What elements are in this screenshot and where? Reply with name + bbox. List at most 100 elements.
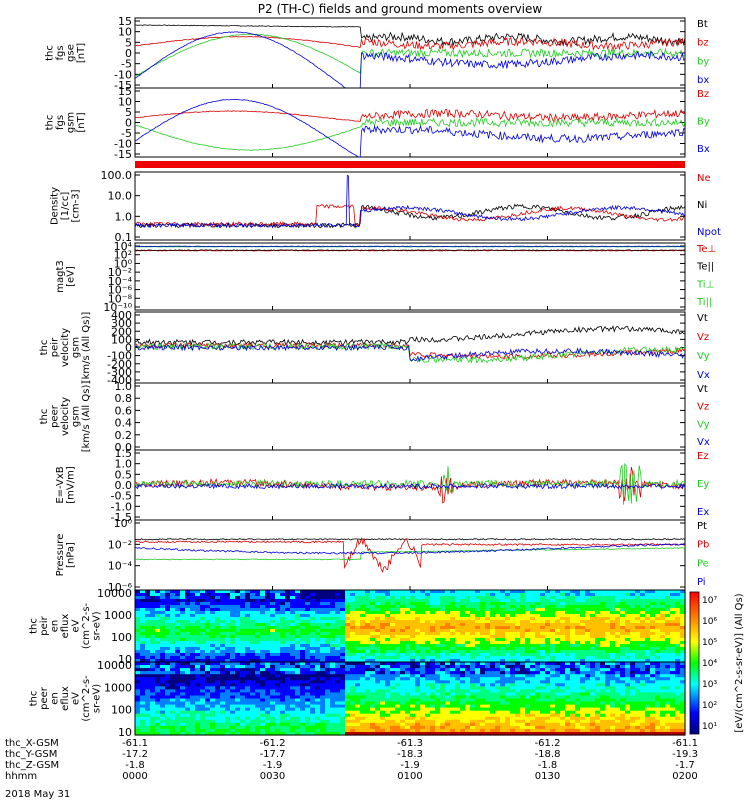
heatmap-cell bbox=[605, 614, 611, 618]
heatmap-cell bbox=[295, 701, 301, 706]
heatmap-cell bbox=[355, 710, 361, 715]
heatmap-cell bbox=[225, 668, 231, 672]
heatmap-cell bbox=[540, 605, 546, 609]
heatmap-cell bbox=[205, 632, 211, 636]
heatmap-cell bbox=[160, 704, 166, 709]
heatmap-cell bbox=[280, 653, 286, 657]
heatmap-cell bbox=[615, 632, 621, 636]
heatmap-cell bbox=[150, 593, 156, 597]
heatmap-cell bbox=[255, 626, 261, 630]
heatmap-cell bbox=[280, 623, 286, 627]
heatmap-cell bbox=[175, 698, 181, 703]
heatmap-cell bbox=[520, 593, 526, 597]
heatmap-cell bbox=[350, 732, 356, 736]
heatmap-cell bbox=[660, 647, 666, 651]
heatmap-cell bbox=[435, 656, 441, 660]
heatmap-cell bbox=[230, 650, 236, 654]
heatmap-cell bbox=[635, 620, 641, 624]
heatmap-cell bbox=[480, 722, 486, 727]
heatmap-cell bbox=[525, 704, 531, 709]
heatmap-cell bbox=[170, 668, 176, 672]
heatmap-cell bbox=[405, 671, 411, 675]
heatmap-cell bbox=[510, 686, 516, 690]
heatmap-cell bbox=[340, 671, 346, 675]
heatmap-cell bbox=[405, 644, 411, 648]
heatmap-cell bbox=[280, 611, 286, 615]
heatmap-cell bbox=[425, 590, 431, 594]
heatmap-cell bbox=[485, 623, 491, 627]
heatmap-cell bbox=[540, 593, 546, 597]
heatmap-cell bbox=[665, 608, 671, 612]
heatmap-cell bbox=[485, 644, 491, 648]
heatmap-cell bbox=[285, 728, 291, 733]
heatmap-cell bbox=[460, 638, 466, 642]
heatmap-cell bbox=[305, 590, 311, 594]
heatmap-cell bbox=[670, 614, 676, 618]
heatmap-cell bbox=[310, 725, 316, 730]
heatmap-cell bbox=[545, 653, 551, 657]
heatmap-cell bbox=[670, 620, 676, 624]
heatmap-cell bbox=[530, 668, 536, 672]
heatmap-cell bbox=[365, 626, 371, 630]
heatmap-cell bbox=[220, 599, 226, 603]
heatmap-cell bbox=[320, 680, 326, 684]
heatmap-cell bbox=[330, 689, 336, 693]
heatmap-cell bbox=[425, 716, 431, 721]
heatmap-cell bbox=[175, 641, 181, 645]
heatmap-cell bbox=[400, 689, 406, 693]
heatmap-cell bbox=[390, 728, 396, 733]
heatmap-cell bbox=[165, 677, 171, 681]
heatmap-cell bbox=[490, 698, 496, 703]
heatmap-cell bbox=[470, 719, 476, 724]
heatmap-cell bbox=[160, 668, 166, 672]
heatmap-cell bbox=[570, 635, 576, 639]
heatmap-cell bbox=[530, 608, 536, 612]
heatmap-cell bbox=[215, 638, 221, 642]
heatmap-cell bbox=[655, 650, 661, 654]
heatmap-cell bbox=[205, 719, 211, 724]
heatmap-cell bbox=[385, 590, 391, 594]
y-tick-label: -10 bbox=[114, 138, 132, 151]
heatmap-cell bbox=[405, 614, 411, 618]
heatmap-cell bbox=[675, 644, 681, 648]
heatmap-cell bbox=[160, 680, 166, 684]
heatmap-cell bbox=[365, 701, 371, 706]
heatmap-cell bbox=[180, 689, 186, 693]
heatmap-cell bbox=[360, 689, 366, 693]
heatmap-cell bbox=[515, 593, 521, 597]
heatmap-cell bbox=[335, 701, 341, 706]
heatmap-cell bbox=[160, 665, 166, 669]
heatmap-cell bbox=[640, 632, 646, 636]
y-tick-label: 1000 bbox=[104, 681, 132, 694]
heatmap-cell bbox=[410, 665, 416, 669]
heatmap-cell bbox=[345, 605, 351, 609]
heatmap-cell bbox=[570, 599, 576, 603]
heatmap-cell bbox=[270, 605, 276, 609]
heatmap-cell bbox=[410, 662, 416, 666]
heatmap-cell bbox=[285, 620, 291, 624]
heatmap-cell bbox=[290, 671, 296, 675]
heatmap-cell bbox=[455, 677, 461, 681]
heatmap-cell bbox=[495, 605, 501, 609]
heatmap-cell bbox=[345, 647, 351, 651]
heatmap-cell bbox=[180, 686, 186, 690]
heatmap-cell bbox=[500, 668, 506, 672]
heatmap-cell bbox=[325, 701, 331, 706]
heatmap-cell bbox=[350, 689, 356, 693]
heatmap-cell bbox=[170, 716, 176, 721]
heatmap-cell bbox=[505, 671, 511, 675]
heatmap-cell bbox=[285, 653, 291, 657]
heatmap-cell bbox=[610, 641, 616, 645]
heatmap-cell bbox=[320, 647, 326, 651]
heatmap-cell bbox=[305, 659, 311, 663]
heatmap-cell bbox=[280, 698, 286, 703]
heatmap-cell bbox=[490, 644, 496, 648]
heatmap-cell bbox=[215, 590, 221, 594]
heatmap-cell bbox=[195, 695, 201, 700]
heatmap-cell bbox=[450, 620, 456, 624]
heatmap-cell bbox=[265, 722, 271, 727]
panel-frame bbox=[134, 519, 686, 591]
heatmap-cell bbox=[430, 629, 436, 633]
heatmap-cell bbox=[655, 590, 661, 594]
heatmap-cell bbox=[585, 608, 591, 612]
